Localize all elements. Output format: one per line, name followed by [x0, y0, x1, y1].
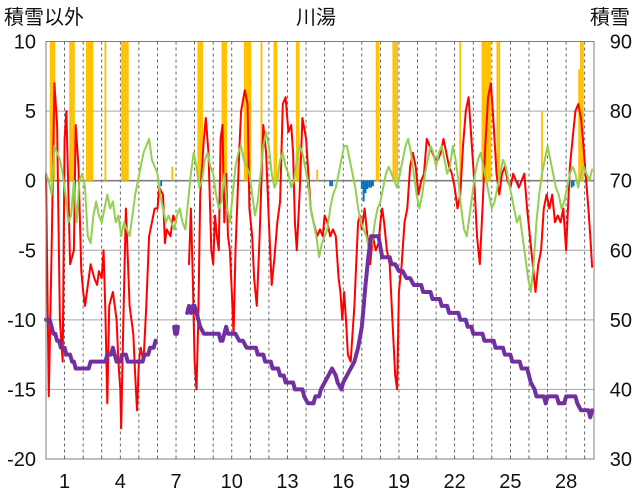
- precip-bar: [496, 41, 499, 181]
- precip-bar: [394, 41, 397, 181]
- precip-bar: [498, 41, 501, 181]
- precip-bar: [392, 41, 395, 181]
- plot-frame: [45, 41, 595, 460]
- precip-bar: [316, 169, 319, 181]
- right-tick-label: 40: [610, 379, 632, 401]
- left-tick-label: -5: [18, 240, 36, 262]
- precip-bar: [260, 41, 263, 181]
- precip-bar: [297, 41, 300, 181]
- x-tick-label: 16: [332, 471, 354, 493]
- red-series-line: [188, 82, 594, 391]
- precip-bar: [375, 41, 378, 181]
- blue-bar: [372, 180, 374, 187]
- right-tick-label: 70: [610, 171, 632, 193]
- right-tick-label: 50: [610, 310, 632, 332]
- right-tick-label: 80: [610, 101, 632, 123]
- left-axis-label: 積雪以外: [4, 6, 84, 29]
- precip-bar: [377, 41, 380, 181]
- precip-bar: [243, 41, 246, 181]
- purple-series-line: [185, 234, 595, 420]
- precip-bar: [483, 41, 486, 181]
- x-tick-label: 22: [444, 471, 466, 493]
- blue-bar: [331, 180, 334, 187]
- precip-bar: [85, 41, 88, 181]
- right-tick-label: 90: [610, 32, 632, 54]
- precip-bar: [221, 41, 224, 181]
- blue-bar: [360, 180, 363, 190]
- precip-bar: [51, 41, 54, 181]
- precip-bar: [485, 41, 488, 181]
- precip-bar: [481, 41, 484, 181]
- precip-bar: [580, 41, 582, 181]
- right-tick-label: 30: [610, 449, 632, 471]
- precip-bar: [459, 41, 462, 181]
- right-tick-label: 60: [610, 240, 632, 262]
- precip-bar: [201, 41, 203, 181]
- precip-bar: [69, 41, 72, 181]
- x-tick-label: 1: [59, 471, 70, 493]
- x-tick-label: 10: [221, 471, 243, 493]
- purple-series-line: [44, 317, 158, 371]
- blue-bar: [370, 180, 373, 188]
- blue-bar: [572, 180, 575, 187]
- precip-bar: [197, 41, 200, 181]
- precip-bar: [124, 41, 127, 181]
- precip-bar: [225, 41, 228, 181]
- x-tick-label: 13: [276, 471, 298, 493]
- blue-bar: [366, 180, 369, 190]
- x-tick-label: 28: [555, 471, 577, 493]
- precip-bar: [123, 41, 125, 181]
- precip-bar: [87, 41, 90, 181]
- x-tick-label: 7: [170, 471, 181, 493]
- left-tick-label: -15: [7, 379, 36, 401]
- precip-bar: [581, 41, 584, 181]
- precip-bar: [249, 41, 252, 181]
- chart-title: 川湯: [296, 6, 336, 29]
- x-tick-label: 4: [115, 471, 126, 493]
- precip-bar: [396, 41, 399, 181]
- precip-bar: [578, 69, 581, 181]
- precip-bar: [71, 41, 73, 181]
- series-lines: [44, 82, 595, 430]
- precip-bar: [104, 41, 107, 181]
- left-tick-label: -20: [7, 449, 36, 471]
- left-tick-label: 10: [14, 32, 36, 54]
- right-axis-label: 積雪: [590, 6, 630, 29]
- precip-bar: [541, 111, 543, 181]
- purple-series-line: [172, 324, 180, 336]
- left-tick-label: 5: [25, 101, 36, 123]
- precip-bar: [171, 166, 174, 181]
- precip-bar: [72, 41, 75, 181]
- precip-bar: [489, 41, 491, 181]
- precip-bar: [199, 41, 202, 181]
- blue-bar: [368, 180, 371, 188]
- x-tick-label: 19: [388, 471, 410, 493]
- precip-bar: [49, 41, 52, 181]
- precip-bar: [121, 41, 124, 181]
- x-tick-label: 25: [499, 471, 521, 493]
- left-tick-label: 0: [25, 171, 36, 193]
- green-series-line: [45, 131, 594, 293]
- blue-bar: [570, 180, 573, 188]
- precip-bar: [273, 41, 276, 181]
- precip-bar: [295, 41, 298, 181]
- blue-bar: [329, 180, 332, 187]
- red-series-line: [45, 82, 177, 430]
- left-tick-label: -10: [7, 310, 36, 332]
- precip-bar: [245, 41, 248, 181]
- precip-bar: [126, 41, 129, 181]
- blue-bar: [362, 180, 365, 202]
- blue-bar: [160, 180, 163, 187]
- precip-bar: [275, 41, 278, 181]
- blue-bar: [364, 180, 367, 194]
- precip-bar: [91, 41, 94, 181]
- precip-bar: [89, 41, 92, 181]
- precip-bar: [223, 41, 226, 181]
